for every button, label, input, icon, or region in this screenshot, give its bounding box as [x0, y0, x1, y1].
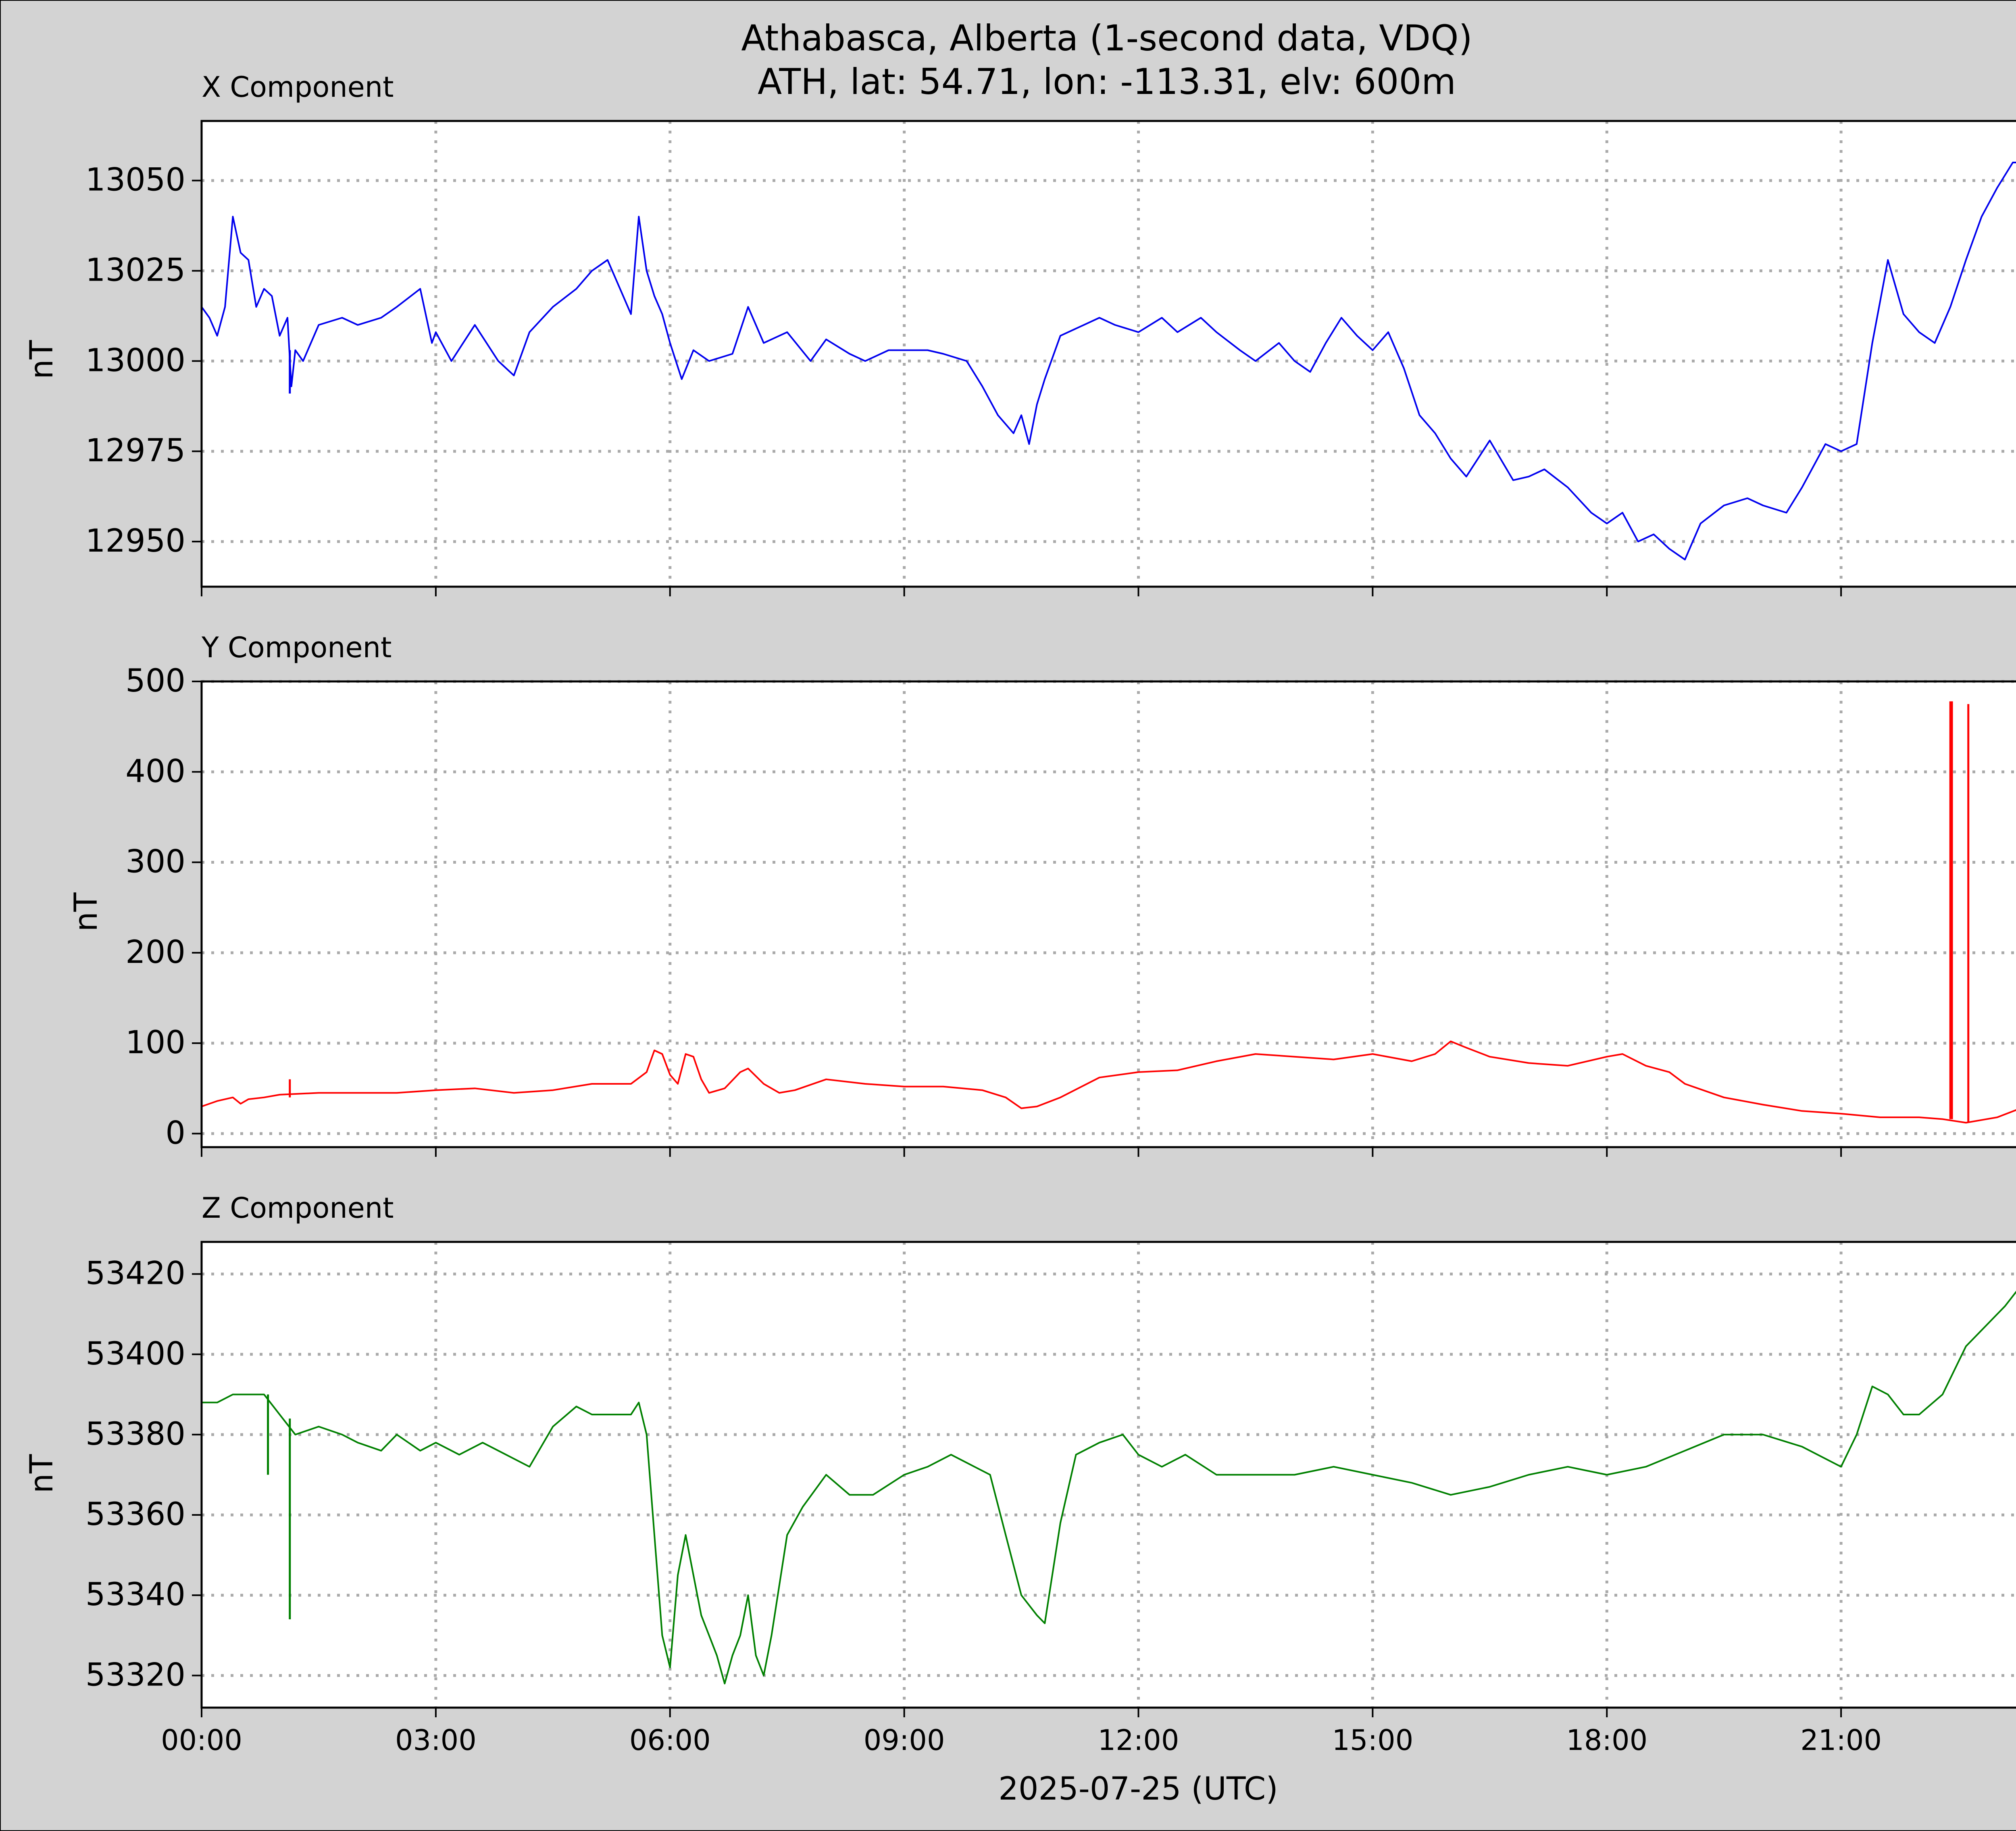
- plot-frame: [200, 120, 2016, 588]
- panel-title: Z Component: [202, 1192, 394, 1225]
- x-tick-label: 12:00: [1098, 1724, 1179, 1757]
- panel-y-component: Y Component nT 0 100 200 300 400 500: [68, 631, 2016, 1157]
- y-axis-label: nT: [24, 1454, 60, 1493]
- y-tick-label: 200: [125, 934, 185, 971]
- y-tick-label: 300: [125, 844, 185, 880]
- x-tick-label: 18:00: [1566, 1724, 1647, 1757]
- figure-title-line1: Athabasca, Alberta (1-second data, VDQ): [741, 17, 1472, 59]
- y-tick-label: 12950: [85, 523, 185, 559]
- y-tick-label: 53320: [85, 1657, 185, 1693]
- y-tick-label: 53380: [85, 1416, 185, 1452]
- panel-z-component: Z Component nT 00:00 03:00 06:00 09:00 12:00…: [24, 1192, 2016, 1757]
- y-tick-label: 400: [125, 753, 185, 789]
- series-line: [202, 1291, 2016, 1685]
- x-axis-label: 2025-07-25 (UTC): [998, 1771, 1278, 1807]
- y-tick-label: 13000: [85, 342, 185, 379]
- plot-area: 12950 12975 13000 13025 13050: [85, 120, 2016, 596]
- plot-area: 0 100 200 300 400 500: [125, 663, 2016, 1157]
- plot-area: 00:00 03:00 06:00 09:00 12:00 15:00 18:00 21:00…: [85, 1241, 2016, 1757]
- y-tick-label: 53420: [85, 1256, 185, 1292]
- figure-title-line2: ATH, lat: 54.71, lon: -113.31, elv: 600m: [758, 61, 1456, 102]
- y-tick-label: 53400: [85, 1336, 185, 1372]
- y-tick-label: 53340: [85, 1577, 185, 1613]
- y-tick-label: 100: [125, 1025, 185, 1061]
- x-tick-label: 21:00: [1800, 1724, 1882, 1757]
- y-tick-label: 13050: [85, 162, 185, 198]
- y-tick-label: 13025: [85, 252, 185, 289]
- x-tick-label: 06:00: [629, 1724, 711, 1757]
- plot-frame: [200, 680, 2016, 1148]
- y-tick-label: 12975: [85, 433, 185, 469]
- y-axis-label: nT: [68, 892, 104, 931]
- plot-background: [202, 1242, 2016, 1708]
- panel-x-component: X Component nT 12950 12975 13000 13025 13050: [24, 71, 2016, 596]
- x-tick-label: 03:00: [395, 1724, 477, 1757]
- plot-background: [202, 681, 2016, 1147]
- x-tick-label: 15:00: [1332, 1724, 1414, 1757]
- x-tick-label: 00:00: [161, 1724, 242, 1757]
- y-tick-label: 0: [165, 1115, 185, 1151]
- plot-frame: [200, 1241, 2016, 1709]
- series-line: [201, 1040, 2016, 1124]
- x-tick-label: 09:00: [864, 1724, 945, 1757]
- panel-title: Y Component: [201, 631, 392, 664]
- panel-title: X Component: [202, 71, 394, 104]
- y-axis-label: nT: [24, 340, 60, 379]
- plot-background: [202, 121, 2016, 587]
- series-line: [201, 162, 2016, 560]
- y-tick-label: 500: [125, 663, 185, 699]
- y-tick-label: 53360: [85, 1496, 185, 1533]
